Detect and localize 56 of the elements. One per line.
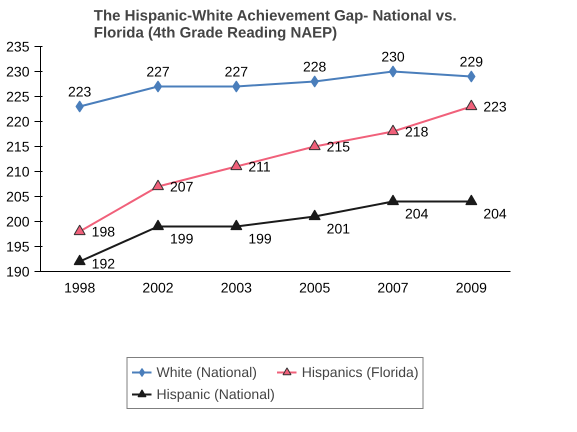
point <box>465 194 478 206</box>
y-tick-label: 235 <box>6 38 30 54</box>
legend-label: White (National) <box>156 364 257 380</box>
legend-label: Hispanic (National) <box>156 386 275 402</box>
data-label: 227 <box>224 64 248 80</box>
x-tick-label: 2005 <box>299 280 330 296</box>
data-label: 215 <box>326 138 350 154</box>
point <box>152 180 164 190</box>
point <box>232 80 240 92</box>
y-tick-label: 190 <box>6 264 30 280</box>
point <box>230 160 242 170</box>
data-label: 211 <box>248 158 271 174</box>
data-label: 199 <box>248 230 272 246</box>
x-tick-label: 2009 <box>456 280 488 296</box>
point <box>152 220 164 230</box>
data-label: 227 <box>146 64 170 80</box>
data-label: 229 <box>460 54 484 70</box>
point <box>310 76 319 88</box>
point <box>74 224 86 236</box>
x-tick-label: 1998 <box>64 280 96 296</box>
y-tick-label: 220 <box>6 114 30 130</box>
data-label: 228 <box>302 58 327 74</box>
point <box>465 100 478 110</box>
data-label: 223 <box>483 98 507 114</box>
data-label: 204 <box>405 206 429 222</box>
chart-title: The Hispanic-White Achievement Gap- National vs. Florida (4th Grade Reading NAEP) <box>94 8 457 42</box>
point <box>308 140 321 150</box>
data-label: 199 <box>170 230 194 246</box>
point <box>387 194 399 206</box>
data-label: 201 <box>326 220 350 236</box>
data-label: 230 <box>381 48 405 64</box>
y-tick-label: 225 <box>6 88 30 104</box>
point <box>387 124 399 136</box>
point <box>230 220 242 230</box>
data-label: 204 <box>483 206 507 222</box>
x-tick-label: 2003 <box>220 280 252 296</box>
point <box>74 254 86 266</box>
y-tick-label: 210 <box>6 164 30 180</box>
point <box>76 100 84 112</box>
point <box>308 210 321 220</box>
y-tick-label: 205 <box>6 188 30 204</box>
point <box>467 70 476 82</box>
data-label: 207 <box>170 178 194 194</box>
data-label: 198 <box>92 224 116 240</box>
point <box>388 66 398 78</box>
legend-label: Hispanics (Florida) <box>302 364 418 380</box>
y-tick-label: 200 <box>6 214 30 230</box>
data-label: 218 <box>405 124 429 140</box>
y-tick-label: 230 <box>6 64 30 80</box>
data-label: 192 <box>92 256 116 272</box>
data-label: 223 <box>68 84 92 100</box>
y-tick-label: 215 <box>6 138 30 154</box>
point <box>154 80 162 92</box>
y-tick-label: 195 <box>6 238 30 254</box>
x-tick-label: 2007 <box>377 280 409 296</box>
x-tick-label: 2002 <box>142 280 174 296</box>
